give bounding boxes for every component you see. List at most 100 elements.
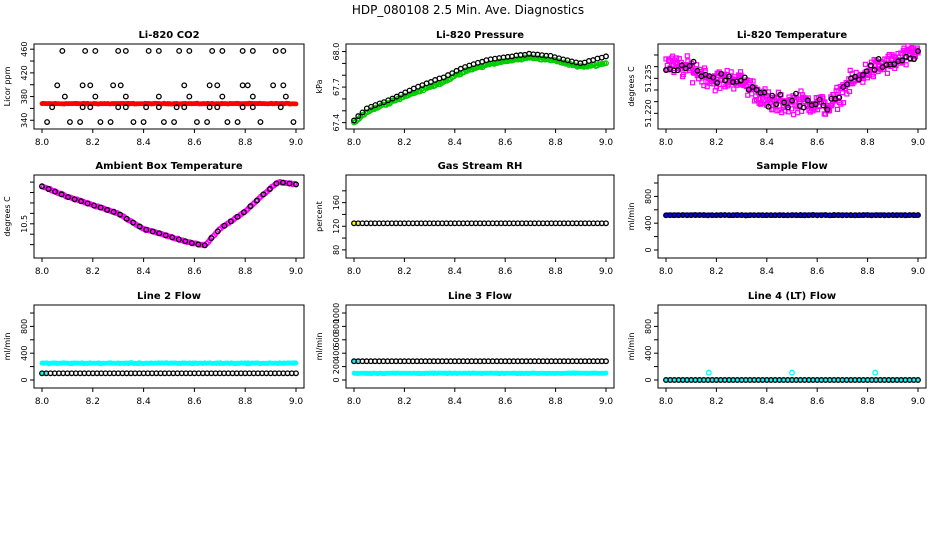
y-tick-label: 800 <box>644 189 653 204</box>
data-point <box>682 65 689 72</box>
data-point <box>273 180 280 187</box>
data-point <box>899 57 906 64</box>
data-point <box>234 213 241 220</box>
data-point <box>792 90 799 97</box>
x-tick-label: 8.2 <box>86 138 100 148</box>
data-point <box>186 93 193 100</box>
data-point <box>280 179 286 186</box>
data-point <box>123 215 130 222</box>
y-tick-label: 68.0 <box>332 43 341 61</box>
data-point <box>859 71 866 78</box>
x-tick-label: 8.4 <box>136 267 151 277</box>
data-point <box>79 104 86 111</box>
data-point <box>781 99 788 106</box>
data-point <box>852 73 858 80</box>
x-tick-label: 8.0 <box>659 397 674 407</box>
y-tick-label: 160 <box>332 195 341 210</box>
data-point <box>87 104 94 111</box>
data-point <box>155 48 162 54</box>
data-point <box>277 104 284 111</box>
data-point <box>91 202 98 209</box>
data-point <box>58 191 65 198</box>
data-point <box>773 101 780 108</box>
data-point <box>686 62 693 69</box>
data-point <box>875 56 882 62</box>
plot-frame <box>33 174 305 259</box>
data-point <box>286 180 293 187</box>
panel-title: Line 3 Flow <box>448 291 512 302</box>
data-point <box>603 220 609 227</box>
data-point <box>107 119 114 125</box>
panel-title: Line 4 (LT) Flow <box>748 291 836 302</box>
x-tick-label: 8.4 <box>760 397 775 407</box>
data-point <box>855 76 862 83</box>
data-point <box>181 82 188 89</box>
data-point <box>234 119 241 125</box>
data-point <box>77 119 84 125</box>
data-point <box>188 240 195 247</box>
y-tick-label: 200 <box>332 359 341 374</box>
data-point <box>737 77 744 84</box>
data-point <box>712 88 718 94</box>
data-point <box>915 377 921 383</box>
data-point <box>117 82 124 89</box>
data-point <box>603 370 609 376</box>
data-point <box>257 119 264 125</box>
data-point <box>862 61 869 67</box>
data-point <box>293 101 299 107</box>
data-point <box>280 48 287 54</box>
panel-temp: Li-820 Temperature 8.0 8.2 8.4 8.6 8.8 9.0 51.2… <box>627 30 927 148</box>
x-tick-label: 8.6 <box>810 267 825 277</box>
panel-title: Line 2 Flow <box>137 291 201 302</box>
y-tick-label: 10.5 <box>20 215 29 233</box>
y-axis-label: ml/min <box>3 333 12 361</box>
panel-ambient: Ambient Box Temperature 8.0 8.2 8.4 8.6 8.8 9.… <box>3 161 305 277</box>
x-tick-label: 8.2 <box>397 267 411 277</box>
data-point <box>355 113 362 120</box>
data-point <box>891 53 897 59</box>
data-point <box>839 89 845 96</box>
data-point <box>49 104 56 111</box>
data-point <box>104 206 111 213</box>
data-point <box>155 104 162 111</box>
data-point <box>117 211 124 218</box>
x-tick-label: 8.6 <box>810 397 825 407</box>
data-point <box>757 101 764 107</box>
data-point <box>110 208 117 215</box>
data-point <box>115 104 122 111</box>
data-point <box>722 77 729 84</box>
data-point <box>680 72 686 78</box>
data-point <box>915 48 921 55</box>
x-tick-label: 8.4 <box>448 397 463 407</box>
data-point <box>162 232 169 239</box>
data-point <box>674 67 681 74</box>
x-tick-label: 9.0 <box>911 397 926 407</box>
x-tick-label: 8.0 <box>35 397 50 407</box>
data-point <box>282 93 289 100</box>
x-tick-label: 9.0 <box>599 138 614 148</box>
data-point <box>909 45 915 51</box>
data-point <box>728 69 734 75</box>
data-point <box>249 93 256 100</box>
x-tick-label: 8.0 <box>659 138 674 148</box>
data-point <box>71 196 78 203</box>
data-point <box>247 203 254 210</box>
data-point <box>726 73 732 80</box>
data-point <box>824 106 831 113</box>
data-point <box>84 200 91 207</box>
data-point <box>846 88 853 95</box>
data-point <box>694 67 701 74</box>
data-point <box>747 78 754 84</box>
y-axis-label: ml/min <box>627 203 636 231</box>
x-tick-label: 8.2 <box>86 397 100 407</box>
data-point <box>690 58 697 65</box>
data-point <box>883 61 890 68</box>
data-point <box>140 119 147 125</box>
data-point <box>44 119 51 125</box>
y-tick-label: 80 <box>332 245 341 255</box>
data-point <box>785 104 792 111</box>
data-point <box>789 369 795 376</box>
panel-sample: Sample Flow 8.0 8.2 8.4 8.6 8.8 9.0 0 400 800 ml/m… <box>627 161 927 277</box>
data-point <box>97 204 104 211</box>
plot-frame <box>345 43 615 130</box>
